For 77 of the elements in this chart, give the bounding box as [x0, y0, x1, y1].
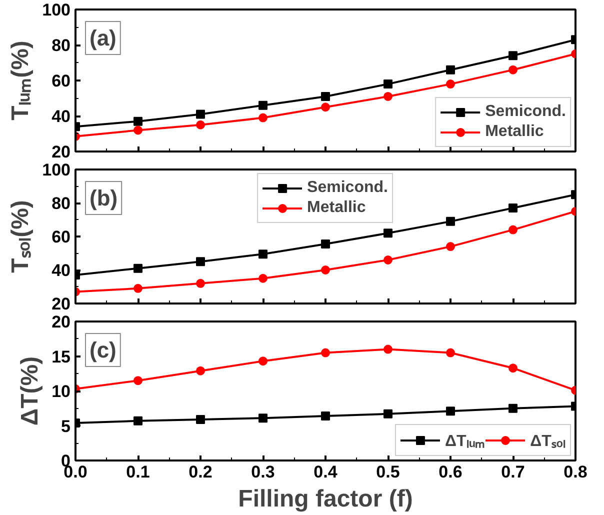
y-tick-label: 40	[52, 261, 71, 280]
point	[134, 116, 142, 126]
point	[134, 416, 142, 426]
point	[384, 228, 392, 238]
legend-label: Metallic	[485, 123, 544, 141]
point	[258, 100, 268, 110]
point	[446, 216, 455, 226]
legend-label: Semicond.	[307, 179, 388, 197]
point	[446, 348, 455, 358]
annotation: (b)	[90, 186, 118, 210]
y-tick-label: 100	[42, 160, 71, 180]
point	[258, 113, 268, 122]
point	[384, 344, 392, 354]
y-tick-label: 15	[52, 347, 71, 366]
point	[196, 278, 205, 288]
point	[258, 250, 268, 259]
point	[196, 366, 205, 376]
point	[446, 65, 455, 74]
y-tick-label: 10	[52, 382, 71, 401]
x-tick-label: 0.1	[126, 462, 150, 482]
x-tick-label: 0.8	[564, 462, 588, 482]
point	[196, 120, 205, 130]
y-tick-label: 80	[52, 194, 71, 213]
y-axis-title: Tₛₒₗ(%)	[7, 200, 34, 273]
y-tick-label: 20	[52, 294, 71, 314]
point	[134, 376, 142, 386]
legend-label: Metallic	[307, 199, 366, 217]
point	[446, 242, 455, 252]
point	[508, 404, 518, 413]
point	[196, 414, 205, 424]
point	[196, 257, 205, 266]
y-axis-title: ΔT(%)	[16, 356, 44, 426]
y-tick-label: 80	[52, 36, 71, 55]
point	[384, 409, 392, 418]
point	[321, 348, 330, 358]
point	[258, 414, 268, 423]
point	[321, 266, 330, 274]
point	[384, 255, 392, 264]
x-tick-label: 0.4	[314, 462, 338, 482]
y-tick-label: 60	[52, 72, 71, 90]
legend-label: ΔTₛₒₗ	[530, 432, 566, 451]
point	[508, 225, 518, 234]
y-tick-label: 5	[61, 416, 71, 436]
legend-label: Semicond.	[485, 103, 566, 121]
point	[508, 204, 518, 213]
point	[508, 51, 518, 60]
legend-label: ΔTₗᵤₘ	[444, 432, 486, 451]
point	[321, 92, 330, 101]
point	[446, 80, 455, 89]
point	[134, 264, 142, 273]
y-axis-title: Tₗᵤₘ(%)	[7, 40, 34, 120]
point	[196, 110, 205, 119]
annotation: (c)	[90, 338, 116, 362]
point	[508, 65, 518, 74]
point	[446, 406, 455, 416]
x-tick-label: 0.6	[438, 462, 462, 482]
y-tick-label: 100	[42, 0, 71, 20]
annotation: (a)	[90, 26, 116, 50]
point	[384, 92, 392, 101]
x-tick-label: 0.2	[188, 462, 212, 482]
y-tick-label: 20	[52, 142, 71, 162]
point	[508, 364, 518, 373]
y-tick-label: 20	[52, 312, 71, 332]
x-tick-label: 0.7	[501, 462, 525, 482]
point	[321, 412, 330, 421]
point	[134, 284, 142, 293]
point	[258, 274, 268, 283]
y-tick-label: 60	[52, 228, 71, 246]
y-tick-label: 40	[52, 107, 71, 126]
point	[134, 126, 142, 135]
x-tick-label: 0.3	[251, 462, 275, 482]
point	[258, 356, 268, 366]
point	[384, 80, 392, 89]
x-axis-title: Filling factor (f)	[238, 486, 413, 512]
x-tick-label: 0.5	[376, 462, 400, 482]
point	[321, 102, 330, 112]
point	[321, 240, 330, 249]
